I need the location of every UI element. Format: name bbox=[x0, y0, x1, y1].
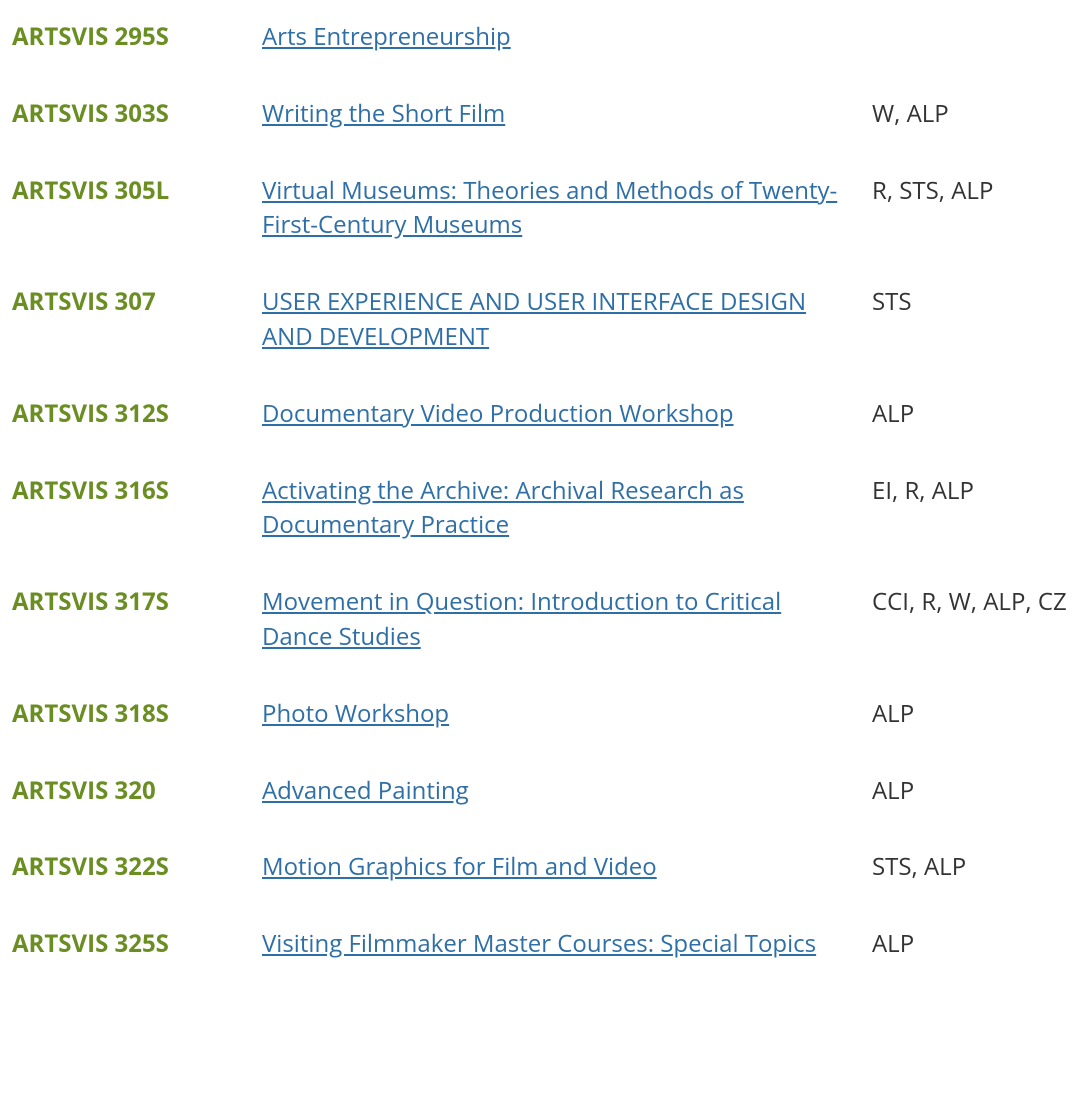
course-title-cell: USER EXPERIENCE AND USER INTERFACE DESIG… bbox=[250, 265, 860, 377]
table-row: ARTSVIS 316SActivating the Archive: Arch… bbox=[0, 454, 1080, 566]
course-code: ARTSVIS 318S bbox=[0, 677, 250, 754]
course-attributes: W, ALP bbox=[860, 77, 1080, 154]
course-title-cell: Virtual Museums: Theories and Methods of… bbox=[250, 154, 860, 266]
course-title-cell: Movement in Question: Introduction to Cr… bbox=[250, 565, 860, 677]
course-attributes: ALP bbox=[860, 677, 1080, 754]
course-attributes: ALP bbox=[860, 754, 1080, 831]
course-title-link[interactable]: Writing the Short Film bbox=[262, 97, 505, 130]
course-title-cell: Advanced Painting bbox=[250, 754, 860, 831]
course-title-cell: Motion Graphics for Film and Video bbox=[250, 830, 860, 907]
table-row: ARTSVIS 320 Advanced Painting ALP bbox=[0, 754, 1080, 831]
course-title-cell: Writing the Short Film bbox=[250, 77, 860, 154]
course-title-link[interactable]: Virtual Museums: Theories and Methods of… bbox=[262, 174, 837, 242]
course-code: ARTSVIS 295S bbox=[0, 0, 250, 77]
course-code: ARTSVIS 305L bbox=[0, 154, 250, 266]
course-code: ARTSVIS 322S bbox=[0, 830, 250, 907]
table-row: ARTSVIS 325S Visiting Filmmaker Master Co… bbox=[0, 907, 1080, 984]
course-title-link[interactable]: Movement in Question: Introduction to Cr… bbox=[262, 585, 781, 653]
course-title-cell: Activating the Archive: Archival Researc… bbox=[250, 454, 860, 566]
course-code: ARTSVIS 325S bbox=[0, 907, 250, 984]
course-attributes: STS bbox=[860, 265, 1080, 377]
course-table: ARTSVIS 295SArts EntrepreneurshipARTSVIS… bbox=[0, 0, 1080, 984]
course-attributes: ALP bbox=[860, 907, 1080, 984]
table-row: ARTSVIS 303S Writing the Short Film W, ALP bbox=[0, 77, 1080, 154]
course-title-cell: Arts Entrepreneurship bbox=[250, 0, 860, 77]
course-attributes: EI, R, ALP bbox=[860, 454, 1080, 566]
table-row: ARTSVIS 318S Photo Workshop ALP bbox=[0, 677, 1080, 754]
course-title-link[interactable]: Documentary Video Production Workshop bbox=[262, 397, 734, 430]
course-code: ARTSVIS 320 bbox=[0, 754, 250, 831]
course-table-body: ARTSVIS 295SArts EntrepreneurshipARTSVIS… bbox=[0, 0, 1080, 984]
course-title-link[interactable]: USER EXPERIENCE AND USER INTERFACE DESIG… bbox=[262, 285, 806, 353]
course-attributes: R, STS, ALP bbox=[860, 154, 1080, 266]
course-attributes: ALP bbox=[860, 377, 1080, 454]
table-row: ARTSVIS 307USER EXPERIENCE AND USER INTE… bbox=[0, 265, 1080, 377]
course-attributes bbox=[860, 0, 1080, 77]
course-title-link[interactable]: Motion Graphics for Film and Video bbox=[262, 850, 657, 883]
table-row: ARTSVIS 305LVirtual Museums: Theories an… bbox=[0, 154, 1080, 266]
course-attributes: STS, ALP bbox=[860, 830, 1080, 907]
course-attributes: CCI, R, W, ALP, CZ bbox=[860, 565, 1080, 677]
course-title-link[interactable]: Photo Workshop bbox=[262, 697, 449, 730]
course-code: ARTSVIS 307 bbox=[0, 265, 250, 377]
table-row: ARTSVIS 295S Arts Entrepreneurship bbox=[0, 0, 1080, 77]
course-code: ARTSVIS 316S bbox=[0, 454, 250, 566]
course-code: ARTSVIS 312S bbox=[0, 377, 250, 454]
table-row: ARTSVIS 312S Documentary Video Production… bbox=[0, 377, 1080, 454]
table-row: ARTSVIS 322S Motion Graphics for Film and… bbox=[0, 830, 1080, 907]
course-title-cell: Visiting Filmmaker Master Courses: Speci… bbox=[250, 907, 860, 984]
course-code: ARTSVIS 317S bbox=[0, 565, 250, 677]
course-title-link[interactable]: Arts Entrepreneurship bbox=[262, 20, 511, 53]
course-title-cell: Documentary Video Production Workshop bbox=[250, 377, 860, 454]
course-title-cell: Photo Workshop bbox=[250, 677, 860, 754]
course-title-link[interactable]: Visiting Filmmaker Master Courses: Speci… bbox=[262, 927, 816, 960]
course-title-link[interactable]: Activating the Archive: Archival Researc… bbox=[262, 474, 744, 542]
course-title-link[interactable]: Advanced Painting bbox=[262, 774, 469, 807]
course-code: ARTSVIS 303S bbox=[0, 77, 250, 154]
table-row: ARTSVIS 317SMovement in Question: Introd… bbox=[0, 565, 1080, 677]
